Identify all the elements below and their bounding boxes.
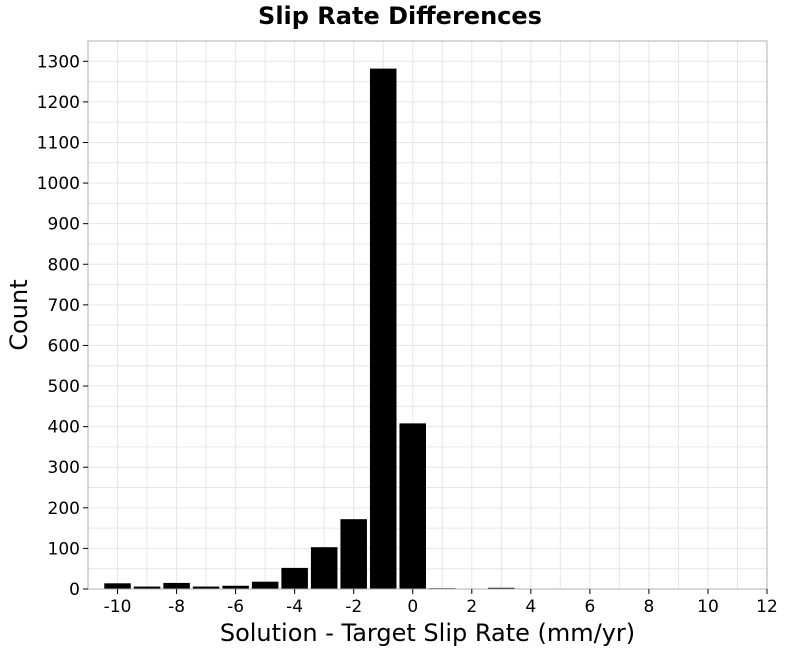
x-tick-label: 0 xyxy=(407,597,418,617)
x-tick-label: -6 xyxy=(227,597,244,617)
y-tick-label: 400 xyxy=(48,418,80,438)
bar xyxy=(133,586,161,589)
bar xyxy=(340,519,367,589)
y-tick-label: 100 xyxy=(48,539,80,559)
y-tick-label: 1300 xyxy=(37,52,80,72)
bar xyxy=(310,547,338,589)
y-tick-label: 0 xyxy=(69,580,80,600)
y-tick-label: 500 xyxy=(48,377,80,397)
bar xyxy=(369,68,397,589)
bar xyxy=(281,567,308,589)
y-tick-label: 600 xyxy=(48,336,80,356)
x-tick-label: -4 xyxy=(286,597,303,617)
x-tick-label: -2 xyxy=(345,597,362,617)
y-tick-label: 700 xyxy=(48,296,80,316)
bar xyxy=(222,585,249,589)
y-tick-label: 1200 xyxy=(37,93,80,113)
bar xyxy=(251,581,279,589)
plot-frame xyxy=(87,40,768,590)
x-tick-label: 10 xyxy=(697,597,719,617)
bar xyxy=(163,582,190,589)
x-tick-label: 6 xyxy=(584,597,595,617)
x-tick-label: 2 xyxy=(466,597,477,617)
x-tick-label: 8 xyxy=(643,597,654,617)
x-tick-label: -8 xyxy=(168,597,185,617)
y-axis-label: Count xyxy=(5,279,33,350)
x-tick-label: -10 xyxy=(104,597,132,617)
y-tick-label: 300 xyxy=(48,458,80,478)
x-axis-label: Solution - Target Slip Rate (mm/yr) xyxy=(220,619,635,647)
bar xyxy=(104,583,131,589)
y-axis: 0 100 200 300 400 500 600 700 800 900 1000 1100 1200… xyxy=(37,52,88,600)
grid-lines xyxy=(87,40,768,590)
bar xyxy=(399,423,426,589)
x-tick-label: 12 xyxy=(756,597,778,617)
bar xyxy=(192,586,220,589)
bars xyxy=(104,68,545,589)
y-tick-label: 200 xyxy=(48,499,80,519)
x-axis: -10 -8 -6 -4 -2 0 2 4 6 8 10 12 xyxy=(104,589,778,617)
y-tick-label: 800 xyxy=(48,255,80,275)
x-tick-label: 4 xyxy=(525,597,536,617)
y-tick-label: 1000 xyxy=(37,174,80,194)
bar xyxy=(488,587,515,589)
y-tick-label: 900 xyxy=(48,215,80,235)
y-tick-label: 1100 xyxy=(37,133,80,153)
chart-title: Slip Rate Differences xyxy=(258,2,542,30)
